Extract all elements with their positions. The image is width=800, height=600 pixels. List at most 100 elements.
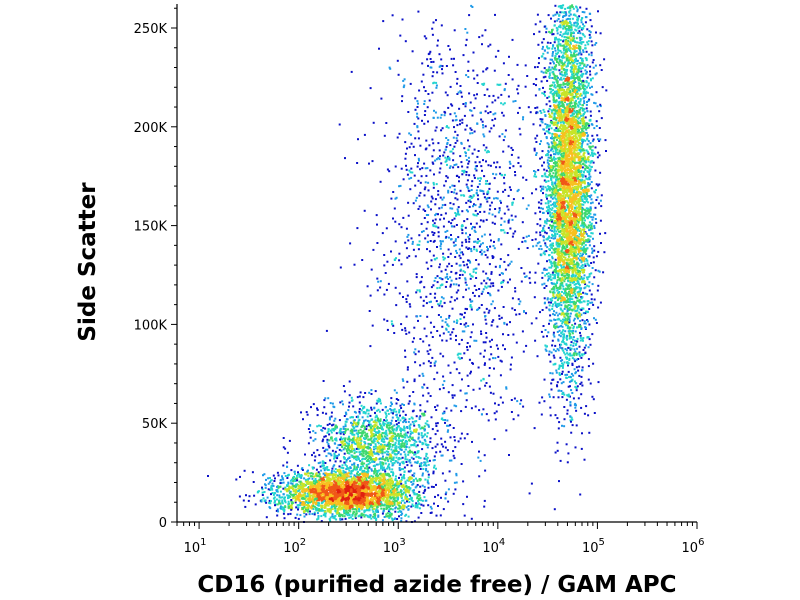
event-dot [340, 449, 343, 452]
event-dot [297, 484, 300, 487]
event-dot [311, 497, 314, 499]
event-dot [394, 446, 397, 449]
event-dot [411, 340, 414, 343]
event-dot [375, 434, 377, 436]
event-dot [468, 240, 471, 243]
event-dot [377, 493, 380, 496]
event-dot [327, 510, 330, 513]
event-dot [456, 82, 458, 85]
event-dot [355, 510, 358, 513]
event-dot [369, 414, 372, 417]
event-dot [356, 472, 358, 475]
event-dot [392, 500, 394, 503]
event-dot [251, 471, 254, 474]
event-dot [352, 485, 355, 488]
event-dot [370, 490, 373, 493]
event-dot [348, 486, 351, 489]
event-dot [395, 402, 398, 405]
event-dot [314, 484, 317, 487]
event-dot [499, 396, 502, 399]
event-dot [417, 451, 420, 454]
event-dot [418, 490, 421, 493]
event-dot [421, 412, 424, 415]
event-dot [400, 514, 403, 516]
event-dot [418, 465, 421, 468]
event-dot [442, 445, 445, 448]
event-dot [333, 479, 336, 481]
event-dot [409, 432, 412, 435]
event-dot [468, 145, 471, 148]
event-dot [299, 493, 302, 496]
event-dot [429, 512, 432, 514]
event-dot [390, 437, 393, 440]
event-dot [384, 491, 387, 494]
event-dot [312, 485, 314, 488]
event-dot [480, 249, 483, 252]
event-dot [383, 422, 386, 425]
event-dot [346, 484, 349, 487]
event-dot [453, 225, 456, 228]
event-dot [452, 166, 455, 169]
event-dot [322, 484, 325, 487]
event-dot [294, 501, 297, 504]
event-dot [390, 432, 393, 435]
event-dot [387, 465, 389, 468]
event-dot [455, 291, 458, 294]
event-dot [481, 34, 484, 37]
event-dot [482, 192, 485, 195]
event-dot [339, 517, 342, 520]
event-dot [412, 409, 415, 412]
event-dot [404, 418, 407, 421]
event-dot [397, 511, 400, 513]
event-dot [284, 506, 287, 509]
event-dot [343, 512, 346, 515]
event-dot [449, 85, 452, 88]
event-dot [364, 509, 367, 512]
event-dot [447, 488, 450, 491]
event-dot [363, 133, 366, 136]
event-dot [419, 485, 422, 488]
event-dot [403, 505, 406, 508]
event-dot [326, 466, 329, 468]
event-dot [381, 444, 384, 447]
event-dot [521, 240, 524, 243]
event-dot [263, 491, 266, 493]
event-dot [411, 438, 413, 441]
event-dot [424, 167, 427, 170]
event-dot [494, 402, 496, 405]
event-dot [307, 504, 310, 506]
event-dot [407, 489, 410, 492]
event-dot [350, 490, 353, 493]
event-dot [309, 436, 312, 439]
event-dot [455, 277, 458, 280]
event-dot [413, 492, 416, 495]
event-dot [453, 145, 456, 148]
event-dot [330, 437, 333, 440]
event-dot [344, 517, 347, 520]
event-dot [342, 470, 345, 473]
event-dot [328, 498, 331, 501]
event-dot [443, 151, 446, 154]
event-dot [403, 444, 406, 447]
event-dot [361, 454, 364, 457]
event-dot [498, 266, 501, 269]
event-dot [376, 492, 379, 495]
event-dot [450, 103, 453, 106]
event-dot [293, 484, 296, 487]
event-dot [453, 404, 456, 407]
event-dot [360, 409, 363, 412]
event-dot [348, 380, 351, 383]
event-dot [380, 485, 383, 488]
event-dot [357, 435, 360, 438]
event-dot [497, 347, 499, 350]
event-dot [391, 468, 394, 471]
event-dot [363, 474, 366, 477]
event-dot [418, 424, 421, 427]
event-dot [361, 492, 363, 494]
event-dot [288, 439, 291, 442]
event-dot [414, 504, 417, 507]
event-dot [402, 499, 405, 502]
event-dot [374, 493, 377, 496]
event-dot [371, 493, 374, 496]
event-dot [307, 505, 310, 508]
